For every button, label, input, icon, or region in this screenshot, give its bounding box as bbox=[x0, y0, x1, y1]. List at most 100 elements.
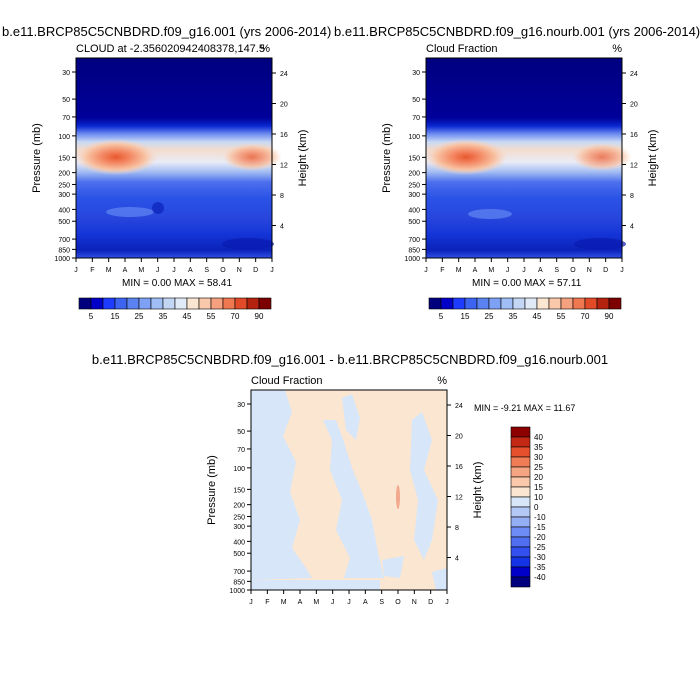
month-tick-label: J bbox=[270, 267, 274, 274]
colorbar-label: 0 bbox=[534, 503, 539, 512]
height-tick-label: 20 bbox=[455, 434, 463, 441]
month-tick-label: J bbox=[249, 599, 253, 606]
colorbar-swatch bbox=[198, 297, 212, 310]
colorbar-swatch bbox=[510, 436, 531, 448]
panel-1-title: b.e11.BRCP85C5CNBDRD.f09_g16.001 (yrs 20… bbox=[2, 24, 331, 39]
month-tick-label: J bbox=[620, 267, 624, 274]
colorbar-swatch bbox=[510, 516, 531, 528]
pressure-tick-label: 700 bbox=[58, 237, 70, 244]
colorbar-label: 45 bbox=[183, 312, 192, 321]
colorbar-label: 55 bbox=[557, 312, 566, 321]
colorbar-swatch bbox=[440, 297, 454, 310]
month-tick-label: F bbox=[90, 267, 94, 274]
month-tick-label: M bbox=[106, 267, 112, 274]
panel-2: b.e11.BRCP85C5CNBDRD.f09_g16.nourb.001 (… bbox=[334, 24, 700, 321]
colorbar-swatch bbox=[510, 526, 531, 538]
colorbar-label: -30 bbox=[534, 553, 546, 562]
pressure-tick-label: 30 bbox=[237, 402, 245, 409]
colorbar-label: 25 bbox=[534, 463, 543, 472]
colorbar-swatch bbox=[138, 297, 152, 310]
colorbar-swatch bbox=[510, 486, 531, 498]
panel-2-ylabel: Pressure (mb) bbox=[381, 123, 393, 193]
month-tick-label: O bbox=[570, 267, 576, 274]
pressure-tick-label: 300 bbox=[408, 192, 420, 199]
pressure-tick-label: 30 bbox=[412, 70, 420, 77]
colorbar-swatch bbox=[186, 297, 200, 310]
colorbar-swatch bbox=[510, 506, 531, 518]
colorbar-label: -10 bbox=[534, 513, 546, 522]
colorbar-swatch bbox=[222, 297, 236, 310]
panel-1-ylabel: Pressure (mb) bbox=[31, 123, 43, 193]
month-tick-label: D bbox=[253, 267, 258, 274]
colorbar-swatch bbox=[572, 297, 586, 310]
pressure-tick-label: 150 bbox=[58, 155, 70, 162]
month-tick-label: J bbox=[347, 599, 351, 606]
pressure-tick-label: 850 bbox=[408, 247, 420, 254]
colorbar-swatch bbox=[246, 297, 260, 310]
month-tick-label: N bbox=[412, 599, 417, 606]
colorbar-swatch bbox=[510, 446, 531, 458]
month-tick-label: M bbox=[313, 599, 319, 606]
panel-1-plot bbox=[74, 57, 282, 259]
height-tick-label: 12 bbox=[455, 495, 463, 502]
month-tick-label: D bbox=[428, 599, 433, 606]
panel-3-pressure-ticks: 30 50 70 100 150 200 250 300 400 500 700 850 1000 bbox=[229, 402, 251, 595]
month-tick-label: A bbox=[538, 267, 543, 274]
panel-3-stats: MIN = -9.21 MAX = 11.67 bbox=[474, 403, 575, 413]
colorbar-swatch bbox=[90, 297, 104, 310]
colorbar-swatch bbox=[584, 297, 598, 310]
colorbar-label: 90 bbox=[255, 312, 264, 321]
pressure-tick-label: 200 bbox=[233, 503, 245, 510]
colorbar-label: 15 bbox=[111, 312, 120, 321]
colorbar-swatch bbox=[560, 297, 574, 310]
pressure-tick-label: 50 bbox=[237, 429, 245, 436]
panel-2-plot bbox=[424, 57, 632, 259]
colorbar-swatch bbox=[114, 297, 128, 310]
colorbar-swatch bbox=[608, 297, 622, 310]
panel-2-colorbar: 5 15 25 35 45 55 70 90 bbox=[428, 297, 622, 321]
pressure-tick-label: 100 bbox=[58, 134, 70, 141]
pressure-tick-label: 70 bbox=[412, 115, 420, 122]
panel-1-height-ticks: 24 20 16 12 8 4 bbox=[272, 71, 288, 231]
month-tick-label: O bbox=[220, 267, 226, 274]
colorbar-label: 5 bbox=[89, 312, 94, 321]
month-tick-label: N bbox=[237, 267, 242, 274]
colorbar-label: 55 bbox=[207, 312, 216, 321]
colorbar-label: 15 bbox=[534, 483, 543, 492]
colorbar-swatch bbox=[234, 297, 248, 310]
colorbar-label: 5 bbox=[439, 312, 444, 321]
colorbar-label: 70 bbox=[581, 312, 590, 321]
panel-1-ylabel-right: Height (km) bbox=[297, 130, 309, 187]
panel-3: b.e11.BRCP85C5CNBDRD.f09_g16.001 - b.e11… bbox=[92, 352, 608, 606]
colorbar-label: 25 bbox=[485, 312, 494, 321]
colorbar-swatch bbox=[510, 476, 531, 488]
month-tick-label: A bbox=[188, 267, 193, 274]
colorbar-swatch bbox=[488, 297, 502, 310]
panel-2-height-ticks: 24 20 16 12 8 4 bbox=[622, 71, 638, 231]
month-tick-label: A bbox=[473, 267, 478, 274]
colorbar-swatch bbox=[512, 297, 526, 310]
month-tick-label: F bbox=[440, 267, 444, 274]
month-tick-label: F bbox=[265, 599, 269, 606]
colorbar-swatch bbox=[102, 297, 116, 310]
month-tick-label: J bbox=[522, 267, 526, 274]
panel-3-ylabel-right: Height (km) bbox=[472, 462, 484, 519]
month-tick-label: S bbox=[554, 267, 559, 274]
height-tick-label: 8 bbox=[630, 193, 634, 200]
panel-1: b.e11.BRCP85C5CNBDRD.f09_g16.001 (yrs 20… bbox=[2, 24, 331, 321]
height-tick-label: 24 bbox=[280, 71, 288, 78]
colorbar-swatch bbox=[548, 297, 562, 310]
pressure-tick-label: 150 bbox=[233, 487, 245, 494]
colorbar-label: 30 bbox=[534, 453, 543, 462]
colorbar-swatch bbox=[258, 297, 272, 310]
pressure-tick-label: 100 bbox=[408, 134, 420, 141]
pressure-tick-label: 250 bbox=[408, 182, 420, 189]
colorbar-label: -15 bbox=[534, 523, 546, 532]
pressure-tick-label: 30 bbox=[62, 70, 70, 77]
pressure-tick-label: 400 bbox=[58, 207, 70, 214]
pressure-tick-label: 400 bbox=[408, 207, 420, 214]
colorbar-label: 35 bbox=[509, 312, 518, 321]
